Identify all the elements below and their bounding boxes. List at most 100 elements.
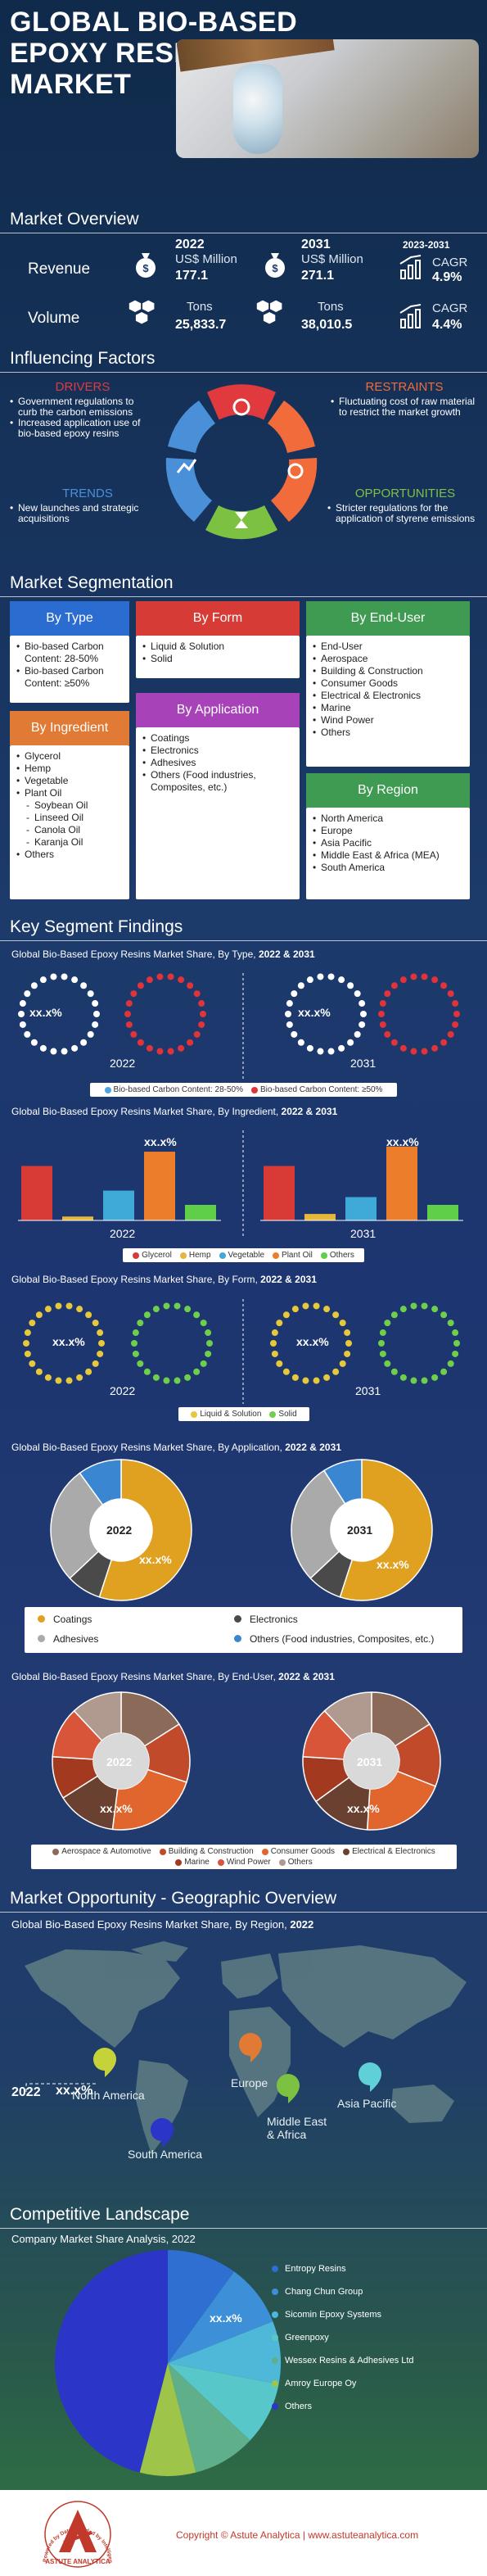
type-2031-dot	[317, 1048, 324, 1055]
type-2022-dot	[146, 1044, 153, 1052]
type-2022-dot	[167, 1048, 174, 1055]
company-slice	[168, 2250, 235, 2363]
legend-item: Others	[272, 2395, 468, 2418]
type-2031-dot	[358, 1021, 366, 1028]
legend-item: Entropy Resins	[272, 2257, 468, 2280]
form-2022-dot	[205, 1350, 212, 1357]
form-2022-dot	[65, 1302, 73, 1310]
form-2031-dot	[332, 1368, 340, 1375]
revenue-2022: 177.1	[175, 269, 209, 283]
volume-cagr-label: CAGR	[432, 301, 468, 315]
type-2031-dot	[390, 982, 398, 989]
volume-2031: 38,010.5	[301, 318, 353, 332]
factors-ring	[165, 384, 318, 540]
form-2022-dot	[143, 1311, 151, 1319]
pin-mea	[277, 2074, 300, 2103]
type-2031-dot	[360, 1011, 367, 1017]
svg-text:$: $	[142, 262, 149, 274]
form-2022-dot	[163, 1377, 170, 1384]
ingredient-bar	[264, 1166, 295, 1220]
type-2031-dot	[297, 1039, 304, 1046]
form-2031-dot	[276, 1360, 283, 1367]
region-north-america: North America	[72, 2089, 145, 2102]
link-icon	[287, 463, 304, 479]
form-year-2031: 2031	[355, 1384, 381, 1397]
volume-unit-2022: Tons	[187, 300, 213, 314]
revenue-label: Revenue	[28, 260, 91, 278]
enduser-year-2022: 2022	[106, 1755, 133, 1768]
company-slice	[168, 2363, 250, 2473]
resin-drip	[233, 64, 282, 154]
form-2022-dot	[76, 1306, 83, 1313]
form-2022-dot	[184, 1306, 192, 1313]
type-2022-dot	[156, 973, 164, 980]
form-2031-dot	[323, 1374, 331, 1381]
type-2022-dot	[137, 982, 144, 989]
money-bag-icon: $	[136, 253, 156, 278]
ingredient-bar	[103, 1190, 134, 1220]
overview-title: Market Overview	[10, 210, 139, 229]
form-2022-dot	[163, 1302, 170, 1310]
form-2022-dot	[92, 1320, 99, 1327]
hourglass-icon	[235, 512, 248, 528]
type-2022-dot	[30, 1039, 38, 1046]
pin-europe	[239, 2033, 262, 2062]
form-2022-dot	[97, 1350, 104, 1357]
form-2031-dot	[302, 1377, 309, 1384]
form-2031-dot	[390, 1368, 398, 1375]
form-2031-dot	[410, 1302, 417, 1310]
factors-title: Influencing Factors	[10, 349, 156, 368]
form-2031-dot	[313, 1377, 320, 1384]
type-2031-dot	[421, 1048, 428, 1055]
type-2022-dot	[178, 1044, 185, 1052]
form-2022-dot	[206, 1340, 213, 1347]
type-2031-dot	[327, 1048, 335, 1055]
enduser-chart-title: Global Bio-Based Epoxy Resins Market Sha…	[11, 1671, 335, 1682]
type-2022-dot	[124, 1011, 131, 1017]
form-2022-dot	[55, 1377, 62, 1384]
form-year-2022: 2022	[110, 1384, 136, 1397]
form-2022-dot	[23, 1340, 29, 1347]
divider	[0, 372, 487, 373]
form-2031-dot	[379, 1350, 386, 1357]
seg-head-form: By Form	[136, 601, 300, 636]
form-2022-dot	[92, 1360, 99, 1367]
form-2022-dot	[184, 1374, 192, 1381]
form-2031-dot	[421, 1302, 428, 1310]
type-2022-dot	[18, 1011, 25, 1017]
application-donut-charts	[50, 1459, 433, 1601]
type-2022-dot	[187, 1039, 194, 1046]
enduser-2031-slice-hole	[344, 1733, 399, 1789]
form-2031-dot	[323, 1306, 331, 1313]
application-2031-slice-hole	[331, 1499, 393, 1561]
competitive-title: Competitive Landscape	[10, 2205, 190, 2224]
form-2031-dot	[282, 1311, 290, 1319]
type-2031-dot	[358, 1000, 366, 1007]
form-2022-dot	[35, 1311, 43, 1319]
type-chart-title: Global Bio-Based Epoxy Resins Market Sha…	[11, 948, 315, 960]
form-2031-label: xx.x%	[296, 1335, 329, 1348]
type-2031-dot	[410, 973, 417, 980]
type-2022-dot	[193, 1030, 201, 1038]
form-2022-dot	[97, 1329, 104, 1337]
overview-period: 2023-2031	[403, 239, 450, 251]
company-slice	[168, 2363, 279, 2441]
copyright: Copyright © Astute Analytica | www.astut…	[176, 2529, 419, 2541]
form-2022-dot	[76, 1374, 83, 1381]
form-2022-dot	[152, 1374, 160, 1381]
ingredient-2022-label: xx.x%	[144, 1135, 177, 1148]
ingredient-bar	[144, 1152, 175, 1220]
ingredient-year-2031: 2031	[350, 1227, 377, 1240]
trends-block: TRENDS New launches and strategic acquis…	[10, 487, 165, 524]
type-2031-dot	[453, 1011, 460, 1017]
divider	[0, 2228, 487, 2229]
form-2022-dot	[44, 1374, 52, 1381]
type-2022-dot	[71, 976, 79, 984]
type-year-2031: 2031	[350, 1057, 377, 1070]
ingredient-bar	[345, 1197, 377, 1220]
company-legend: Entropy Resins Chang Chun Group Sicomin …	[272, 2257, 468, 2418]
form-2031-dot	[271, 1350, 278, 1357]
type-2022-dot	[178, 976, 185, 984]
